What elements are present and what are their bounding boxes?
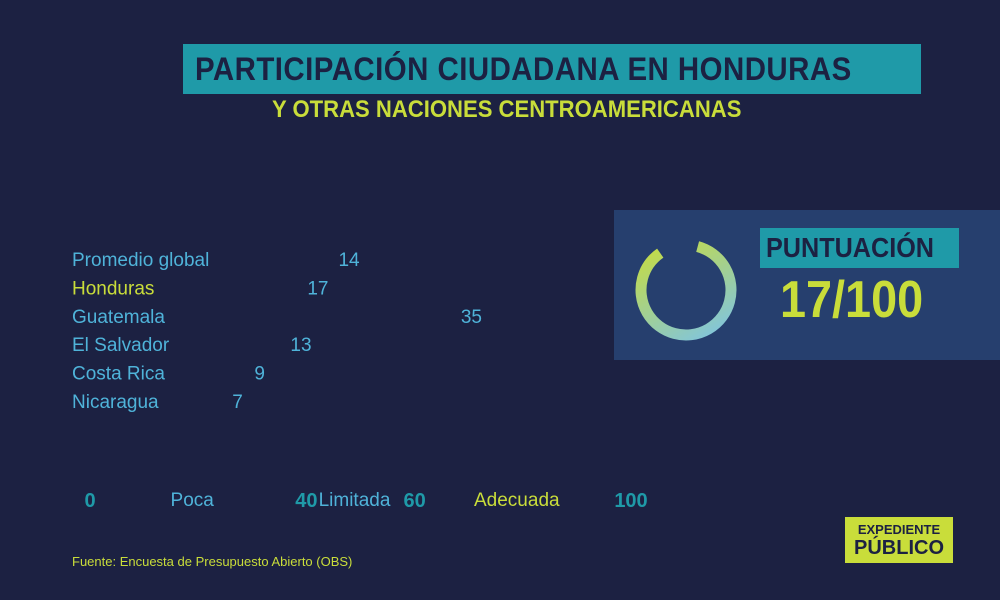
value-label: 14 (338, 250, 360, 271)
score-ring-icon (635, 239, 737, 341)
score-ring-arc (635, 239, 737, 341)
value-label: 7 (232, 392, 243, 413)
category-label: El Salvador (72, 335, 170, 356)
band-label: Adecuada (474, 490, 560, 511)
category-label: Costa Rica (72, 364, 165, 385)
logo-line-2: PÚBLICO (854, 536, 944, 559)
expediente-publico-logo: EXPEDIENTE PÚBLICO (843, 515, 955, 565)
value-label: 13 (290, 335, 311, 356)
x-tick-label: 100 (614, 490, 647, 512)
value-label: 35 (461, 307, 482, 328)
page-title: PARTICIPACIÓN CIUDADANA EN HONDURAS (195, 50, 852, 87)
category-label: Honduras (72, 278, 154, 299)
category-label: Guatemala (72, 307, 165, 328)
category-label: Promedio global (72, 250, 209, 271)
bars-layer: Promedio global 14 Honduras 17 Guatemala 35 El… (72, 250, 482, 413)
category-label: Nicaragua (72, 392, 159, 413)
page-subtitle: Y OTRAS NACIONES CENTROAMERICANAS (272, 96, 742, 123)
x-tick-label: 0 (84, 490, 95, 512)
score-value: 17/100 (780, 271, 924, 329)
x-tick-label: 40 (295, 490, 317, 512)
title-box: PARTICIPACIÓN CIUDADANA EN HONDURAS (183, 44, 921, 94)
score-label-box: PUNTUACIÓN (760, 228, 959, 268)
source-note: Fuente: Encuesta de Presupuesto Abierto … (72, 554, 353, 569)
logo-line-1: EXPEDIENTE (857, 521, 941, 537)
x-tick-label: 60 (403, 490, 425, 512)
band-label: Poca (171, 490, 215, 511)
score-label: PUNTUACIÓN (766, 232, 935, 263)
value-label: 17 (307, 278, 328, 299)
value-label: 9 (254, 364, 265, 385)
axis-layer: 0 40 60 100 Poca Limitada Adecuada (78, 476, 648, 512)
band-label: Limitada (319, 490, 391, 511)
